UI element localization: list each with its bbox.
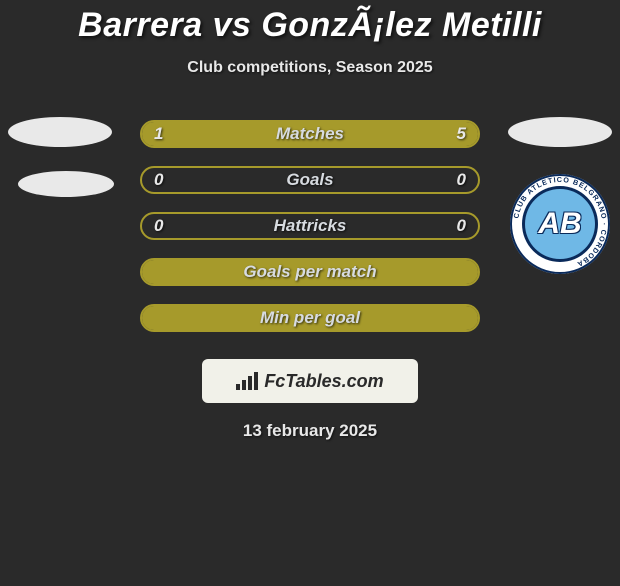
stat-value-left: 0	[154, 170, 163, 190]
stat-label: Min per goal	[260, 308, 360, 328]
bar-chart-icon	[236, 372, 258, 390]
right-team-crest: CLUB ATLETICO BELGRANO · CORDOBA AB	[510, 174, 610, 274]
fctables-label: FcTables.com	[264, 371, 383, 392]
stat-value-right: 0	[457, 216, 466, 236]
stat-label: Matches	[276, 124, 344, 144]
stat-value-right: 5	[457, 124, 466, 144]
stat-label: Goals per match	[243, 262, 376, 282]
stat-label: Goals	[286, 170, 333, 190]
stat-value-right: 0	[457, 170, 466, 190]
stat-value-left: 0	[154, 216, 163, 236]
fctables-badge[interactable]: FcTables.com	[202, 359, 418, 403]
page-title: Barrera vs GonzÃ¡lez Metilli	[0, 6, 620, 45]
subtitle: Club competitions, Season 2025	[0, 59, 620, 77]
stat-bar: 1 Matches 5	[140, 120, 480, 148]
date-text: 13 february 2025	[0, 421, 620, 441]
stat-label: Hattricks	[274, 216, 347, 236]
stat-row: 1 Matches 5	[0, 111, 620, 157]
stat-value-left: 1	[154, 124, 163, 144]
stat-bar: 0 Hattricks 0	[140, 212, 480, 240]
crest-outer-ring: CLUB ATLETICO BELGRANO · CORDOBA AB	[510, 174, 610, 274]
crest-monogram: AB	[538, 207, 581, 241]
crest-inner-disc: AB	[525, 189, 595, 259]
stat-bar: 0 Goals 0	[140, 166, 480, 194]
stat-bar: Goals per match	[140, 258, 480, 286]
stat-row: Min per goal	[0, 295, 620, 341]
stat-bar: Min per goal	[140, 304, 480, 332]
bar-fill-left	[142, 122, 196, 146]
